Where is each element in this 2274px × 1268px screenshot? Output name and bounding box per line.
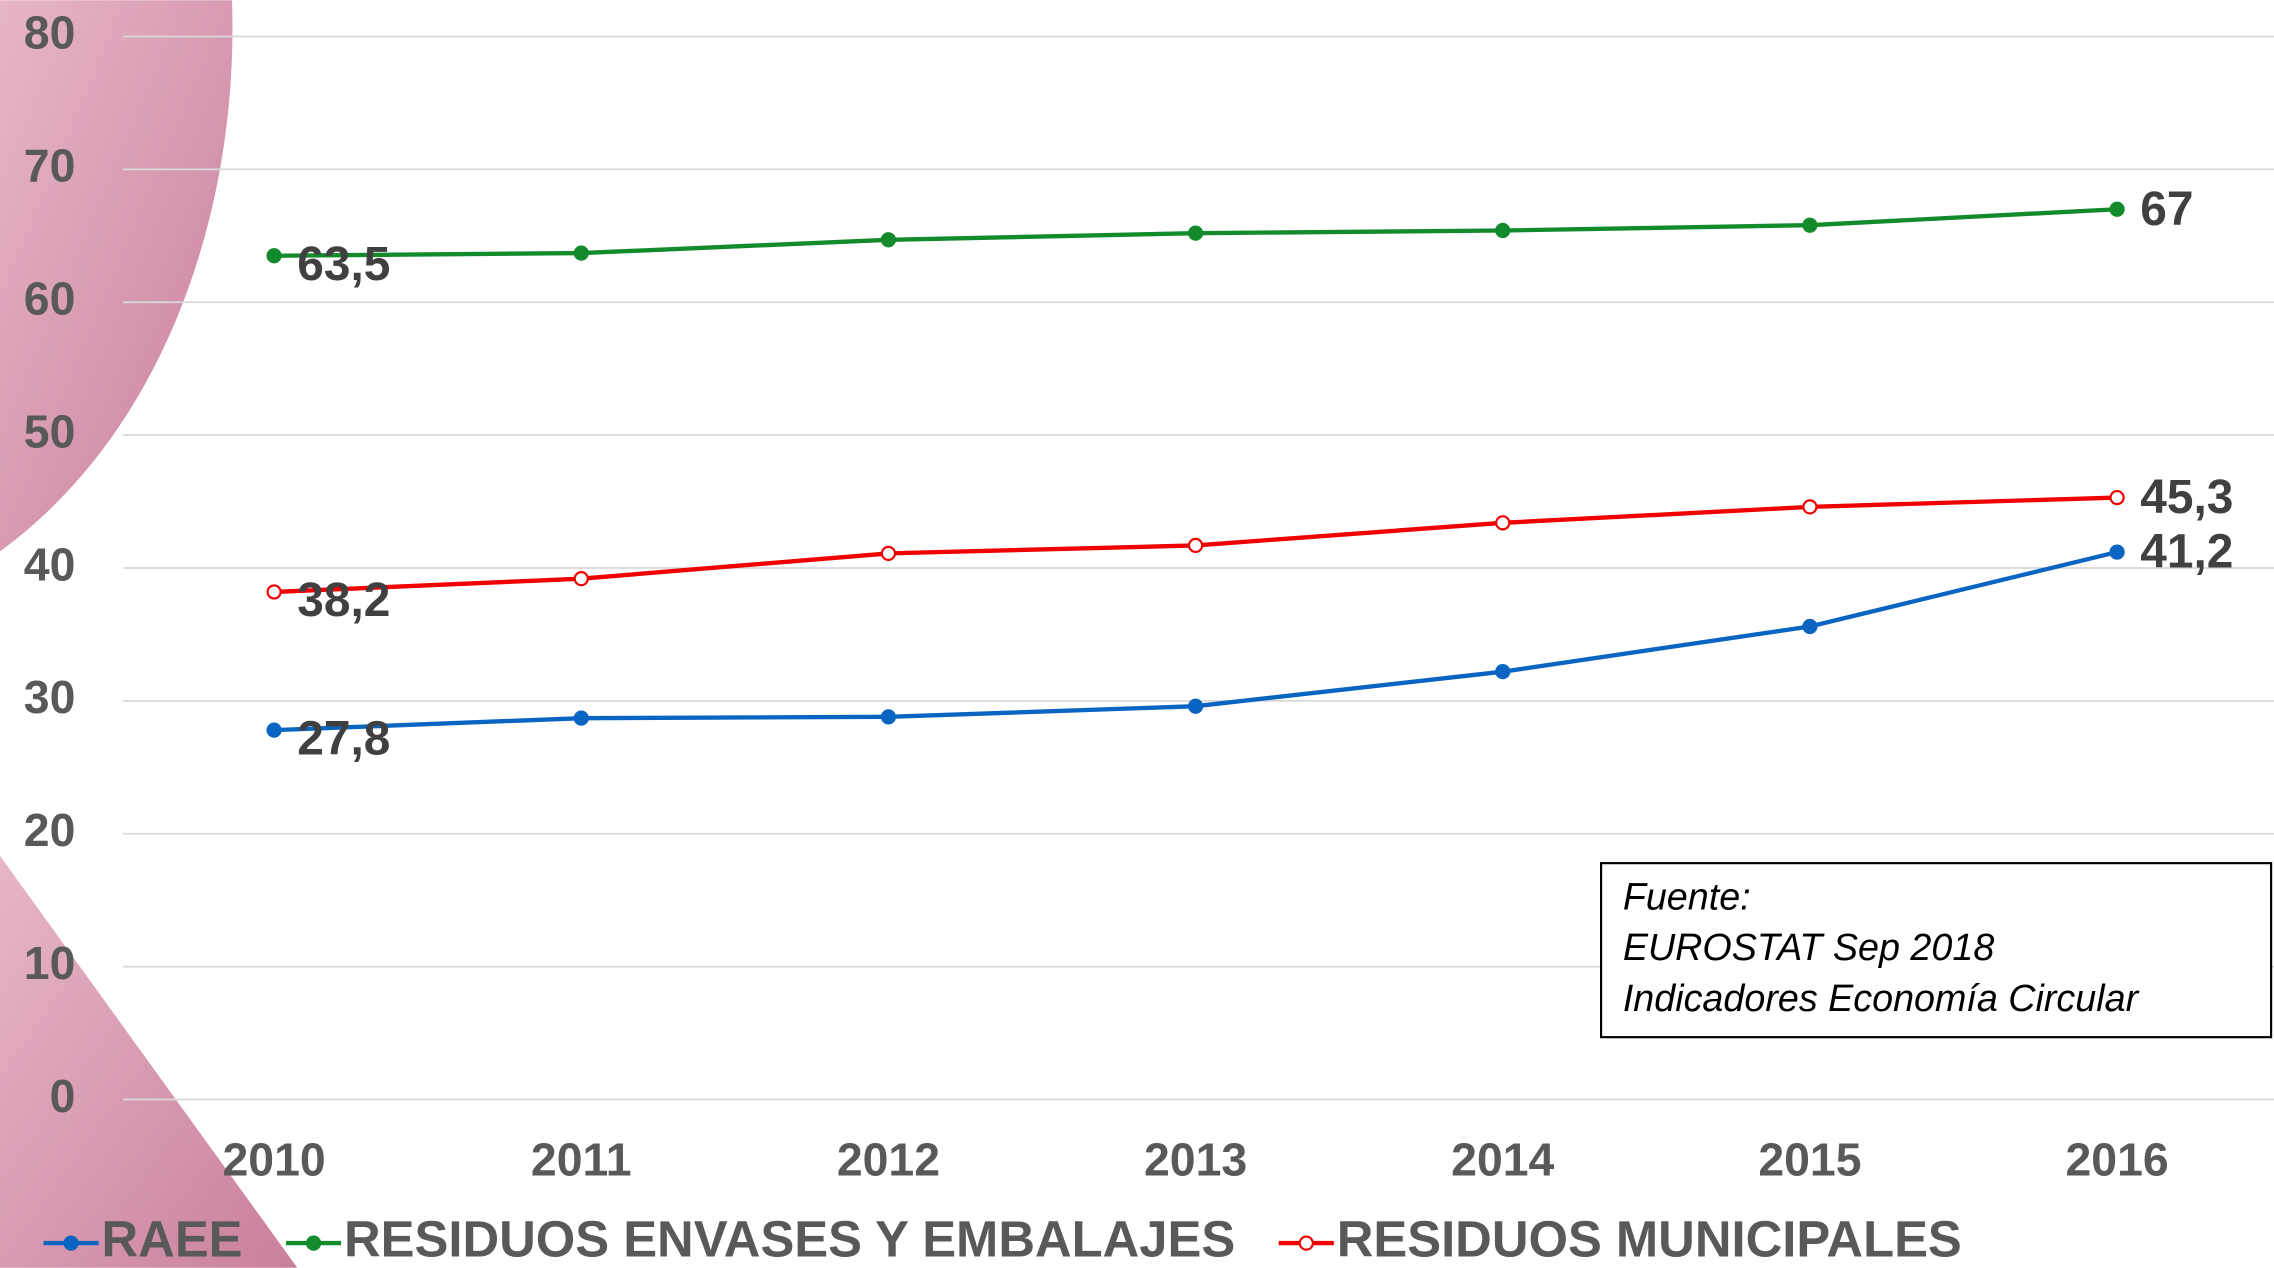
y-tick-label: 10 — [24, 937, 76, 989]
marker — [1802, 618, 1818, 635]
marker — [2109, 489, 2125, 506]
x-tick-label: 2015 — [1758, 1134, 1861, 1186]
marker — [573, 245, 589, 261]
legend-label: RAEE — [102, 1211, 243, 1268]
marker — [573, 571, 589, 587]
data-label: 41,2 — [2140, 526, 2233, 579]
y-tick-label: 30 — [24, 671, 76, 723]
plot: 0 10 20 30 40 50 60 70 80 2010 2011 2012 2013 2014 201… — [24, 7, 2274, 1268]
source-note: Fuente: — [1623, 875, 1751, 917]
x-tick-label: 2012 — [837, 1134, 940, 1186]
marker — [1802, 217, 1818, 233]
x-tick-label: 2011 — [531, 1134, 632, 1186]
marker — [880, 709, 897, 725]
marker — [1495, 222, 1511, 239]
marker — [1802, 499, 1818, 515]
legend-marker — [63, 1235, 79, 1251]
marker — [266, 248, 282, 264]
marker — [573, 710, 589, 726]
marker — [1187, 225, 1204, 241]
marker — [266, 584, 282, 600]
legend-label: RESIDUOS ENVASES Y EMBALAJES — [344, 1211, 1235, 1268]
marker — [880, 232, 897, 248]
y-tick-label: 40 — [24, 538, 76, 590]
marker — [2109, 544, 2125, 560]
marker — [266, 722, 282, 738]
data-label: 38,2 — [297, 574, 390, 627]
data-label: 63,5 — [297, 238, 390, 291]
y-tick-label: 50 — [24, 405, 76, 457]
decor — [0, 855, 298, 1268]
x-tick-label: 2016 — [2065, 1134, 2168, 1186]
y-tick-label: 0 — [50, 1070, 76, 1122]
source-note: Indicadores Economía Circular — [1623, 977, 2140, 1019]
y-tick-label: 60 — [24, 273, 76, 325]
data-label: 45,3 — [2140, 471, 2233, 524]
x-tick-label: 2014 — [1451, 1134, 1554, 1186]
y-tick-label: 20 — [24, 804, 76, 856]
y-tick-label: 80 — [24, 7, 76, 59]
x-tick-label: 2010 — [222, 1134, 325, 1186]
legend-marker — [1298, 1235, 1314, 1251]
decor — [0, 0, 233, 552]
data-label: 27,8 — [297, 712, 390, 765]
marker — [1495, 664, 1511, 680]
marker — [1187, 698, 1204, 714]
legend-label: RESIDUOS MUNICIPALES — [1337, 1211, 1962, 1268]
source-box — [1599, 862, 2273, 1039]
x-tick-label: 2013 — [1144, 1134, 1247, 1186]
marker — [880, 545, 897, 562]
source-note: EUROSTAT Sep 2018 — [1623, 926, 1994, 968]
data-label: 67 — [2140, 183, 2193, 236]
legend-marker — [305, 1235, 322, 1251]
marker — [1187, 537, 1204, 554]
marker — [1495, 515, 1511, 531]
marker — [2109, 201, 2125, 217]
y-tick-label: 70 — [24, 140, 76, 192]
